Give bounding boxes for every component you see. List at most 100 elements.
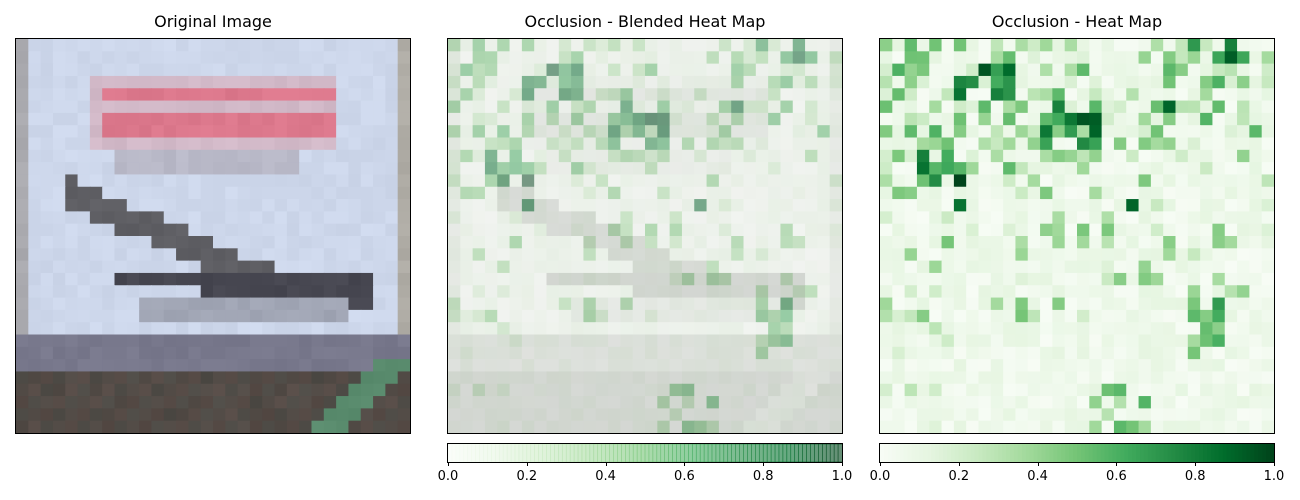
heatmap-cell xyxy=(1200,211,1214,225)
heatmap-cell xyxy=(1163,285,1177,299)
original-pixel-cell xyxy=(237,112,251,126)
heatmap-cell xyxy=(953,408,967,422)
blended-cell xyxy=(780,125,794,139)
original-pixel-cell xyxy=(176,162,189,176)
heatmap-cell xyxy=(929,211,943,225)
blended-cell xyxy=(484,211,498,225)
blended-cell xyxy=(768,420,782,433)
original-pixel-cell xyxy=(249,322,263,336)
blended-cell xyxy=(620,322,634,336)
original-pixel-cell xyxy=(225,408,239,422)
original-pixel-cell xyxy=(286,211,300,225)
original-pixel-cell xyxy=(126,137,140,151)
blended-cell xyxy=(768,162,782,176)
heatmap-cell xyxy=(941,408,955,422)
original-pixel-cell xyxy=(89,346,103,360)
original-pixel-cell xyxy=(16,248,29,262)
heatmap-cell xyxy=(953,371,967,385)
heatmap-cell xyxy=(929,39,943,52)
original-pixel-cell xyxy=(225,236,239,249)
heatmap-cell xyxy=(1064,186,1078,200)
original-pixel-cell xyxy=(385,174,399,188)
heatmap-cell xyxy=(1003,396,1017,409)
original-pixel-cell xyxy=(139,75,153,89)
heatmap-cell xyxy=(1237,112,1250,126)
original-pixel-cell xyxy=(286,162,300,176)
blended-cell xyxy=(768,186,782,200)
original-pixel-cell xyxy=(373,285,386,299)
heatmap-cell xyxy=(1052,125,1066,139)
blended-cell xyxy=(608,112,621,126)
blended-cell xyxy=(484,51,498,65)
heatmap-cell xyxy=(1175,125,1189,139)
heatmap-cell xyxy=(1113,137,1127,151)
heatmap-cell xyxy=(892,149,906,163)
blended-cell xyxy=(632,211,646,225)
original-pixel-cell xyxy=(385,334,399,348)
blended-cell xyxy=(448,309,461,323)
heatmap-cell xyxy=(880,346,893,360)
heatmap-cell xyxy=(1077,75,1090,89)
original-pixel-cell xyxy=(323,137,337,151)
original-pixel-cell xyxy=(28,248,42,262)
heatmap-cell xyxy=(953,39,967,52)
blended-cell xyxy=(472,420,486,433)
heatmap-cell xyxy=(1015,248,1029,262)
blended-cell xyxy=(768,248,782,262)
blended-cell xyxy=(755,63,769,77)
heatmap-cell xyxy=(1175,334,1189,348)
original-pixel-cell xyxy=(274,297,288,311)
blended-cell xyxy=(829,125,842,139)
heatmap-cell xyxy=(1200,334,1214,348)
heatmap-cell xyxy=(1212,236,1226,249)
original-pixel-cell xyxy=(163,396,177,409)
blended-cell xyxy=(731,408,745,422)
original-pixel-cell xyxy=(237,162,251,176)
original-pixel-cell xyxy=(311,396,325,409)
original-pixel-cell xyxy=(139,149,153,163)
heatmap-cell xyxy=(929,309,943,323)
original-pixel-cell xyxy=(360,322,374,336)
colorbar-segment xyxy=(883,444,889,462)
original-pixel-cell xyxy=(373,309,386,323)
blended-cell xyxy=(731,174,745,188)
original-pixel-cell xyxy=(311,63,325,77)
heatmap-cell xyxy=(1200,396,1214,409)
blended-cell xyxy=(448,75,461,89)
heatmap-cell xyxy=(1003,322,1017,336)
heatmap-cell xyxy=(953,199,967,212)
blended-cell xyxy=(595,149,609,163)
heatmap-cell xyxy=(1113,75,1127,89)
heatmap-cell xyxy=(904,100,918,114)
heatmap-cell xyxy=(1150,199,1164,212)
heatmap-cell xyxy=(953,346,967,360)
blended-cell xyxy=(571,51,585,65)
original-pixel-cell xyxy=(77,236,91,249)
heatmap-cell xyxy=(1187,309,1201,323)
heatmap-cell xyxy=(1003,174,1017,188)
heatmap-cell xyxy=(1077,186,1090,200)
original-pixel-cell xyxy=(237,199,251,212)
original-pixel-cell xyxy=(151,125,165,139)
heatmap-cell xyxy=(1113,174,1127,188)
heatmap-cell xyxy=(1052,322,1066,336)
blended-cell xyxy=(817,63,831,77)
original-pixel-cell xyxy=(176,297,189,311)
original-pixel-cell xyxy=(163,248,177,262)
original-pixel-cell xyxy=(65,88,79,102)
original-pixel-cell xyxy=(213,125,226,139)
colorbar-segment xyxy=(1084,444,1090,462)
heatmap-cell xyxy=(1187,211,1201,225)
heatmap-cell xyxy=(1015,420,1029,433)
original-pixel-cell xyxy=(89,137,103,151)
heatmap-cell xyxy=(1249,51,1263,65)
original-pixel-cell xyxy=(77,223,91,237)
original-pixel-cell xyxy=(163,420,177,433)
blended-cell xyxy=(768,63,782,77)
blended-cell xyxy=(780,236,794,249)
heatmap-cell xyxy=(941,88,955,102)
heatmap-cell xyxy=(1224,371,1238,385)
original-pixel-cell xyxy=(16,260,29,274)
blended-cell xyxy=(805,309,818,323)
blended-cell xyxy=(620,297,634,311)
